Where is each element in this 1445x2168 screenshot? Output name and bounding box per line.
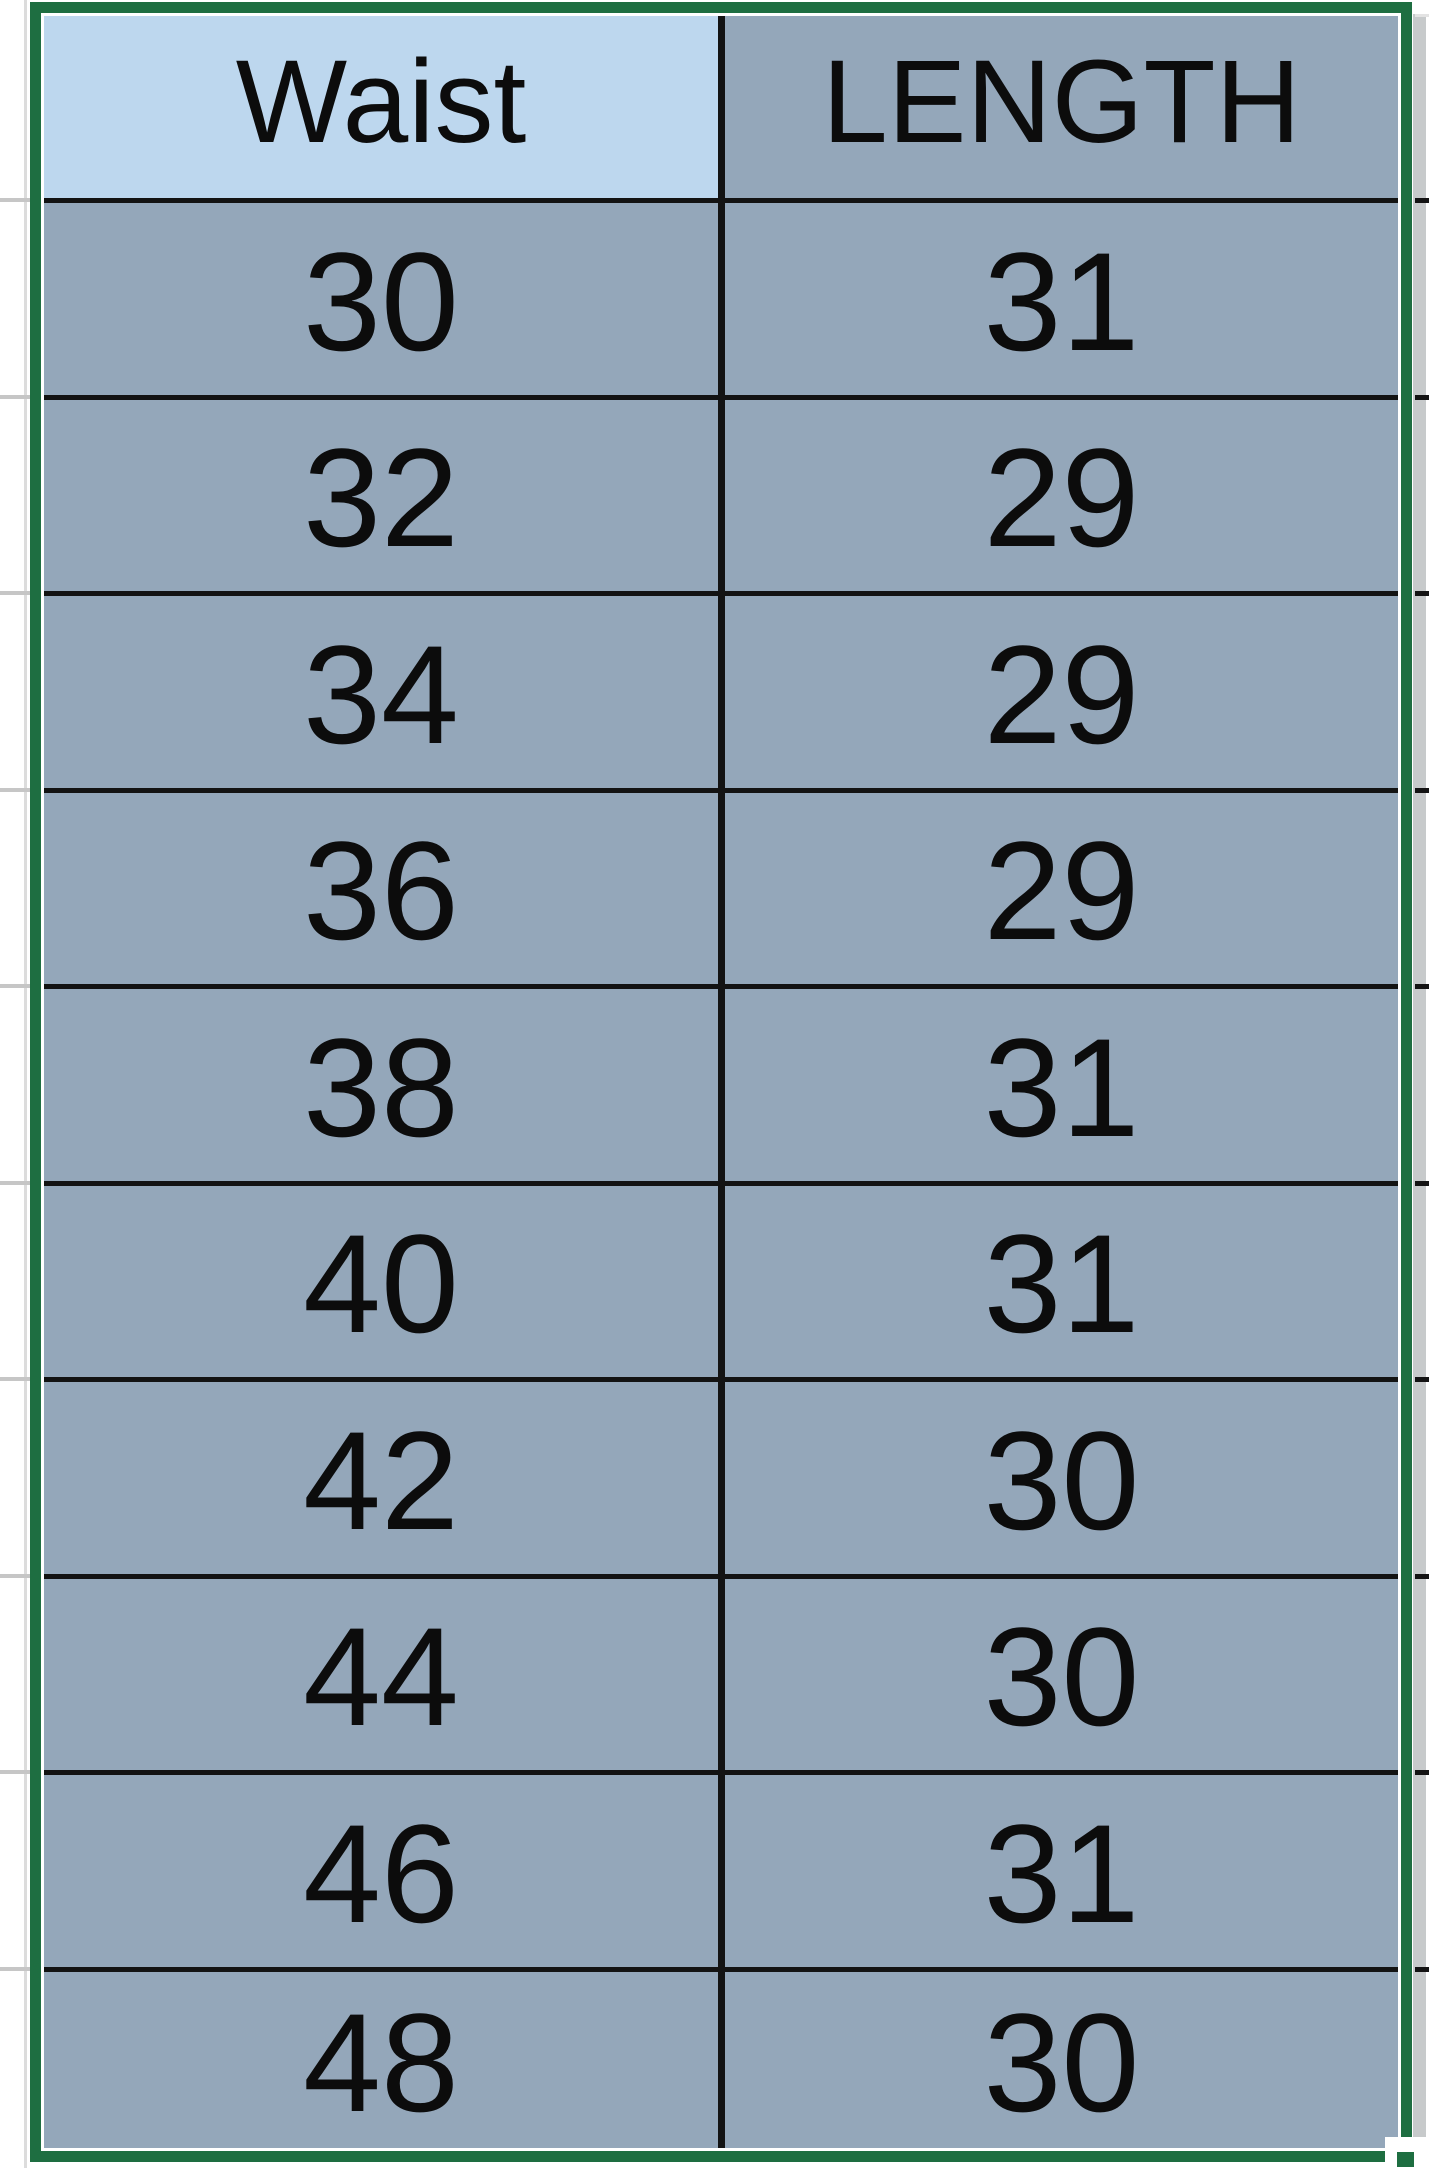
length-cell[interactable]: 31	[718, 989, 1398, 1181]
table-row: 34 29	[0, 591, 1429, 788]
waist-cell[interactable]: 40	[303, 1205, 459, 1363]
table-row: 48 30	[0, 1966, 1429, 2148]
header-cell-waist[interactable]: Waist	[44, 16, 718, 198]
length-cell[interactable]: 29	[718, 792, 1398, 984]
sheet-gridline	[24, 0, 27, 2168]
length-cell[interactable]: 30	[718, 1578, 1398, 1770]
waist-cell[interactable]: 30	[303, 222, 459, 380]
length-cell[interactable]: 31	[718, 203, 1398, 395]
waist-cell[interactable]: 44	[303, 1598, 459, 1756]
neighbor-column-strip	[1413, 14, 1426, 2150]
waist-cell[interactable]: 34	[303, 615, 459, 773]
table-row: 46 31	[0, 1770, 1429, 1967]
table-row: 40 31	[0, 1180, 1429, 1377]
length-cell[interactable]: 29	[718, 399, 1398, 591]
length-cell[interactable]: 31	[718, 1775, 1398, 1967]
waist-cell[interactable]: 36	[303, 812, 459, 970]
fill-handle[interactable]	[1397, 2152, 1414, 2167]
waist-cell[interactable]: 38	[303, 1008, 459, 1166]
spreadsheet-table: Waist LENGTH 30 31 32 29 34 29 36 29 38 …	[0, 14, 1429, 2148]
header-cell-length[interactable]: LENGTH	[718, 16, 1398, 198]
table-row: 30 31	[0, 198, 1429, 395]
length-cell[interactable]: 31	[718, 1185, 1398, 1377]
header-row: Waist LENGTH	[44, 14, 1429, 198]
waist-cell[interactable]: 48	[303, 1983, 459, 2141]
table-row: 42 30	[0, 1377, 1429, 1574]
waist-cell[interactable]: 46	[303, 1794, 459, 1952]
length-cell[interactable]: 29	[718, 596, 1398, 788]
table-row: 38 31	[0, 984, 1429, 1181]
table-row: 36 29	[0, 787, 1429, 984]
table-row: 32 29	[0, 394, 1429, 591]
table-row: 44 30	[0, 1573, 1429, 1770]
length-cell[interactable]: 30	[718, 1971, 1398, 2148]
waist-cell[interactable]: 32	[303, 419, 459, 577]
length-cell[interactable]: 30	[718, 1382, 1398, 1574]
waist-cell[interactable]: 42	[303, 1401, 459, 1559]
